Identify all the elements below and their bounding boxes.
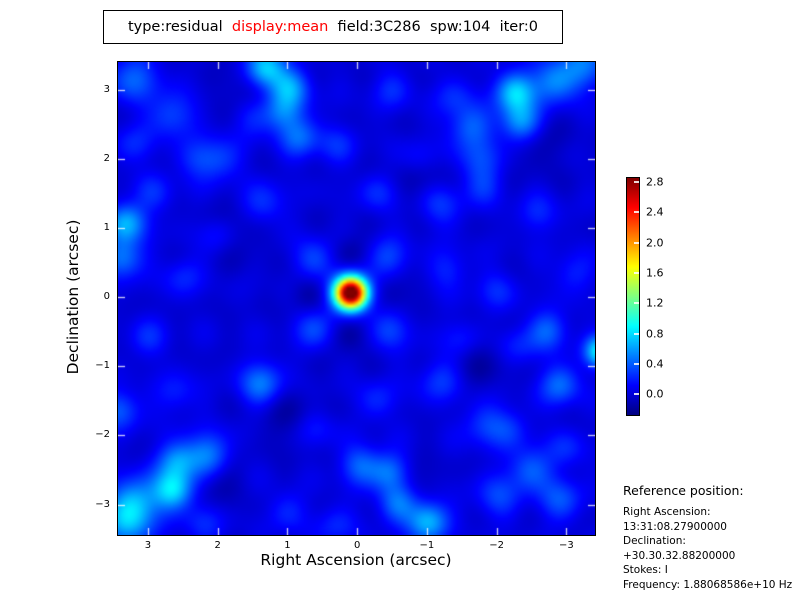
x-tick-label: −1 [419, 540, 435, 551]
y-tick-label: 2 [103, 152, 110, 164]
title-type-segment: type:residual [127, 19, 232, 35]
colorbar-tick-mark [634, 363, 639, 366]
y-axis-label: Declination (arcsec) [64, 219, 82, 375]
colorbar-tick-label: 1.6 [646, 266, 664, 280]
title-display-segment: display:mean [231, 19, 329, 35]
y-tick-label: 3 [103, 83, 110, 95]
colorbar [626, 177, 640, 416]
colorbar-tick-label: 2.0 [646, 236, 664, 250]
colorbar-tick-label: 2.8 [646, 175, 664, 189]
colorbar-tick-label: 0.4 [646, 357, 664, 371]
reference-position-block: Reference position: Right Ascension: 13:… [623, 482, 800, 592]
x-axis-label: Right Ascension (arcsec) [260, 551, 452, 569]
y-tick-label: −2 [95, 429, 110, 441]
x-tick-label: −3 [559, 540, 574, 551]
colorbar-tick-label: 2.4 [646, 205, 664, 219]
sky-image-plot [117, 61, 596, 536]
image-title-box: type:residual display:mean field:3C286 s… [103, 10, 563, 44]
x-tick-label: 2 [214, 540, 221, 551]
y-tick-label: 1 [103, 221, 110, 233]
x-tick-label: 1 [284, 540, 291, 551]
colorbar-tick-label: 1.2 [646, 296, 664, 310]
reference-frequency-line: Frequency: 1.88068586e+10 Hz [623, 578, 793, 591]
colorbar-tick-mark [634, 302, 639, 305]
y-tick-label: 0 [103, 291, 110, 303]
y-tick-label: −1 [95, 360, 110, 372]
colorbar-tick-label: 0.8 [646, 327, 664, 341]
colorbar-tick-mark [634, 180, 639, 183]
colorbar-tick-label: 0.0 [646, 387, 664, 401]
y-tick-label: −3 [95, 498, 110, 510]
x-tick-label: −2 [489, 540, 505, 551]
colorbar-tick-mark [634, 393, 639, 396]
x-tick-label: 3 [144, 540, 152, 551]
reference-dec-line: Declination: +30.30.32.88200000 [623, 535, 736, 562]
x-tick-label: 0 [354, 540, 361, 551]
reference-ra-line: Right Ascension: 13:31:08.27900000 [623, 506, 727, 533]
colorbar-tick-mark [634, 332, 639, 335]
colorbar-tick-mark [634, 241, 639, 244]
colorbar-tick-mark [634, 271, 639, 274]
reference-stokes-line: Stokes: I [623, 564, 668, 576]
colorbar-gradient-canvas [627, 178, 639, 415]
title-fields-segment: field:3C286 spw:104 iter:0 [328, 19, 539, 35]
residual-image-canvas [118, 62, 595, 535]
reference-title: Reference position: [623, 483, 744, 498]
colorbar-tick-mark [634, 211, 639, 214]
